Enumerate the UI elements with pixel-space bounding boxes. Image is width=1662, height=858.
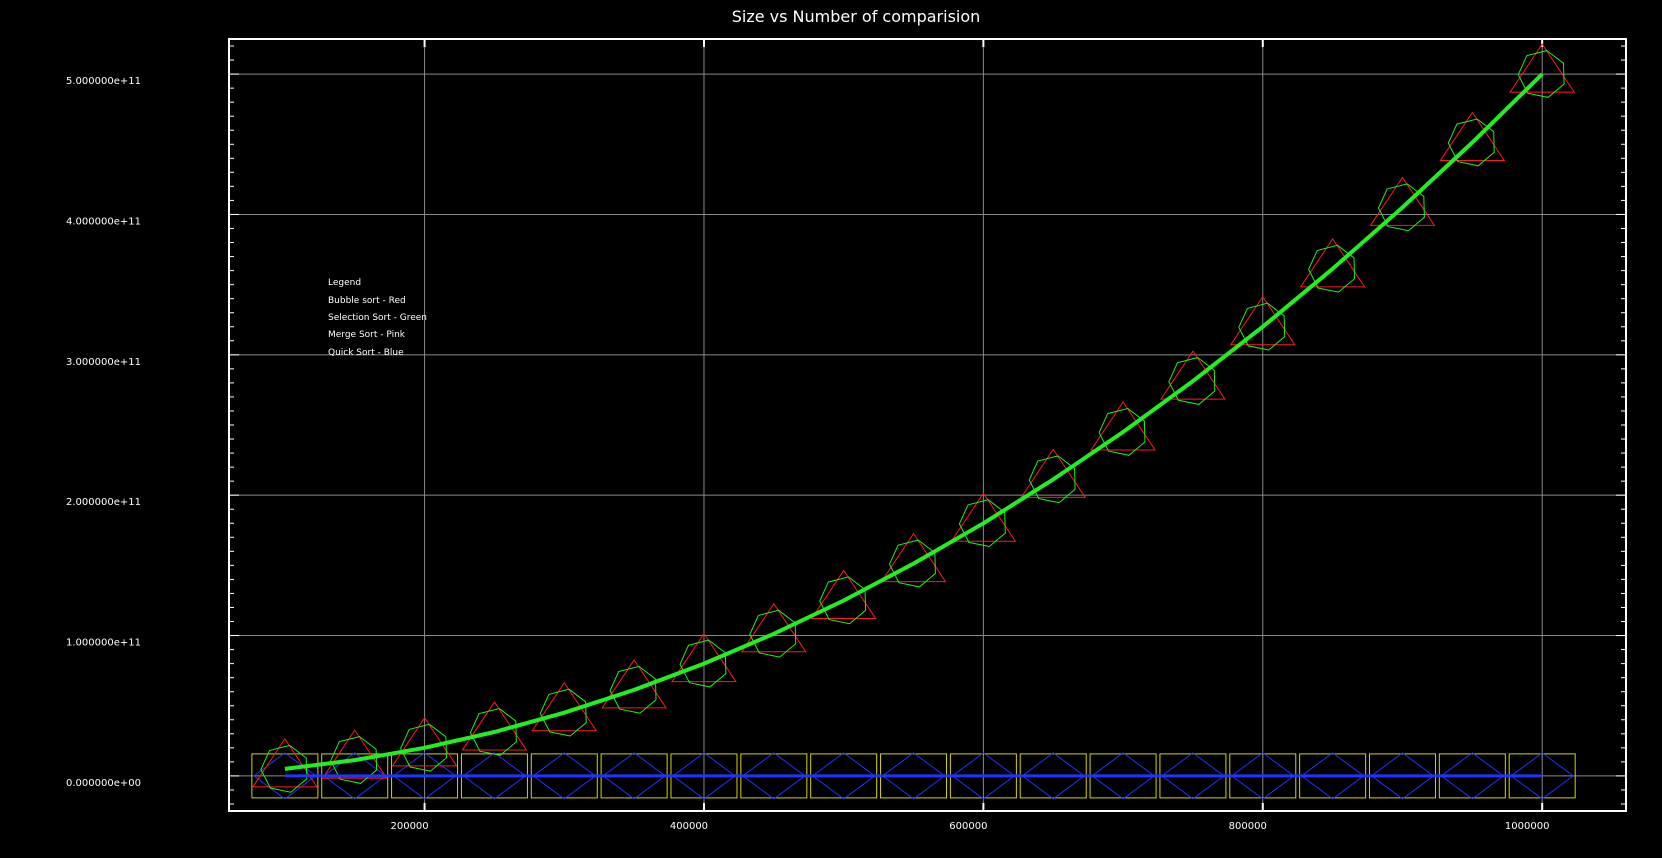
data-point-diamond	[672, 752, 736, 800]
data-point-triangle	[391, 716, 458, 767]
data-point-triangle	[1369, 176, 1436, 226]
data-point-diamond	[881, 752, 946, 800]
data-point-diamond	[602, 752, 666, 800]
data-point-triangle	[1020, 448, 1087, 498]
data-point-diamond	[532, 752, 597, 800]
y-tick-label: 5.000000e+11	[66, 76, 141, 87]
data-point-heptagon	[1517, 50, 1565, 98]
data-point-triangle	[950, 492, 1017, 542]
data-point-diamond	[1440, 752, 1505, 800]
data-point-triangle	[1159, 350, 1226, 400]
data-point-triangle	[1090, 401, 1157, 451]
legend-entry-bubble: Bubble sort - Red	[328, 296, 406, 306]
legend: Legend Bubble sort - Red Selection Sort …	[328, 278, 427, 358]
data-point-heptagon	[888, 539, 936, 588]
legend-entry-merge: Merge Sort - Pink	[328, 330, 406, 340]
y-tick-label: 0.000000e+00	[66, 778, 141, 789]
data-point-heptagon	[260, 744, 308, 793]
data-point-triangle	[1299, 237, 1366, 288]
legend-title: Legend	[328, 278, 361, 288]
data-point-heptagon	[1238, 302, 1286, 351]
series-1-line	[284, 72, 1544, 771]
legend-entry-quick: Quick Sort - Blue	[328, 348, 404, 358]
data-point-heptagon	[1308, 244, 1356, 293]
y-tick-label: 4.000000e+11	[66, 216, 141, 227]
x-tick-label: 600000	[949, 821, 987, 832]
x-tick-label: 400000	[670, 821, 708, 832]
data-point-diamond	[741, 752, 806, 800]
chart-title: Size vs Number of comparision	[732, 7, 981, 26]
data-point-triangle	[1509, 43, 1576, 93]
y-tick-label: 1.000000e+11	[66, 638, 141, 649]
data-point-triangle	[810, 569, 877, 619]
data-point-heptagon	[1098, 407, 1146, 456]
data-point-heptagon	[749, 609, 797, 658]
data-point-heptagon	[819, 576, 867, 625]
data-point-heptagon	[958, 499, 1006, 548]
x-tick-label: 800000	[1229, 821, 1267, 832]
y-tick-label: 3.000000e+11	[66, 357, 141, 368]
data-point-triangle	[880, 532, 947, 583]
series-0-markers	[251, 43, 1576, 788]
data-point-triangle	[1439, 111, 1506, 162]
data-point-diamond	[1021, 752, 1086, 800]
data-point-heptagon	[400, 723, 448, 772]
data-point-diamond	[951, 752, 1016, 800]
data-point-heptagon	[1168, 357, 1216, 405]
y-tick-label: 2.000000e+11	[66, 497, 141, 508]
data-point-heptagon	[330, 736, 378, 784]
data-point-triangle	[321, 729, 388, 779]
legend-entry-selection: Selection Sort - Green	[328, 313, 427, 323]
data-point-heptagon	[1377, 183, 1425, 232]
data-point-heptagon	[1447, 118, 1495, 167]
data-point-diamond	[462, 752, 527, 800]
axes: 200000 400000 600000 800000 1000000 0.000000e…	[66, 38, 1627, 832]
x-tick-label: 1000000	[1505, 821, 1550, 832]
plot-series	[251, 43, 1576, 800]
data-point-diamond	[1161, 752, 1225, 800]
data-point-triangle	[1229, 295, 1296, 346]
data-point-diamond	[1091, 752, 1155, 800]
data-point-triangle	[251, 737, 318, 788]
data-point-diamond	[392, 752, 457, 800]
data-point-diamond	[1510, 752, 1575, 800]
data-point-heptagon	[1028, 455, 1076, 504]
data-point-diamond	[1370, 752, 1435, 800]
data-point-diamond	[811, 752, 876, 800]
data-point-diamond	[1300, 752, 1365, 800]
x-tick-label: 200000	[390, 821, 428, 832]
data-point-diamond	[1230, 752, 1295, 800]
